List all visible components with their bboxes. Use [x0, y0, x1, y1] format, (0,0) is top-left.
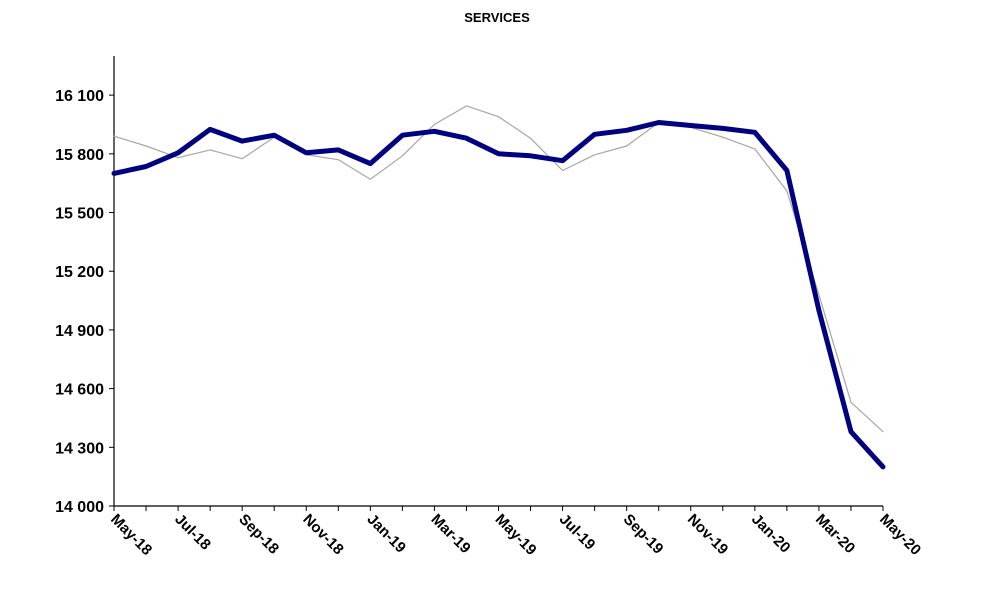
- y-axis-ticks: 14 000 14 300 14 600 14 900 15 200 15 500 15 8…: [55, 88, 114, 516]
- x-tick-label: Nov-19: [684, 511, 731, 558]
- series-line-secondary: [113, 105, 884, 433]
- chart-title: SERVICES: [464, 10, 530, 25]
- y-tick-label: 14 300: [55, 440, 104, 457]
- y-tick-label: 14 900: [55, 323, 104, 340]
- x-tick-label: May-19: [492, 511, 540, 559]
- y-tick-label: 15 500: [55, 206, 104, 223]
- chart-axes: [113, 56, 883, 507]
- x-tick-label: Nov-18: [299, 511, 346, 558]
- x-tick-label: Jul-19: [556, 511, 599, 554]
- x-tick-label: Mar-20: [812, 511, 858, 557]
- x-tick-label: Sep-19: [620, 511, 667, 558]
- series-line-primary: [111, 120, 886, 470]
- x-tick-label: Jan-19: [364, 511, 410, 557]
- x-tick-label: Sep-18: [235, 511, 282, 558]
- y-tick-label: 14 000: [55, 499, 104, 516]
- y-tick-label: 15 200: [55, 264, 104, 281]
- y-tick-label: 16 100: [55, 88, 104, 105]
- x-tick-label: May-18: [107, 511, 155, 559]
- x-tick-label: Jan-20: [748, 511, 794, 557]
- x-tick-label: Mar-19: [428, 511, 474, 557]
- x-tick-label: Jul-18: [171, 511, 214, 554]
- y-tick-label: 15 800: [55, 147, 104, 164]
- x-axis-ticks: May-18 Jul-18 Sep-18 Nov-18 Jan-19 Mar-19 May-…: [107, 506, 924, 559]
- x-tick-label: May-20: [876, 511, 924, 559]
- series-lines: [111, 105, 886, 470]
- y-tick-label: 14 600: [55, 382, 104, 399]
